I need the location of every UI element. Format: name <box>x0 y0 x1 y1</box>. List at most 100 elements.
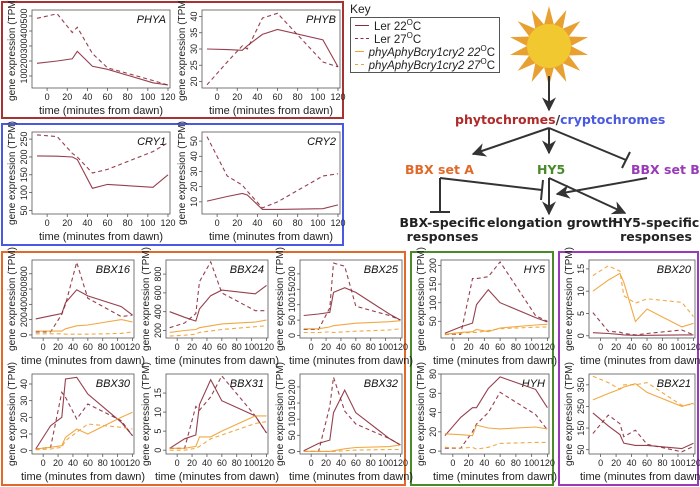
y-tick-label: 30 <box>189 166 199 176</box>
series-line-phyaphybcry1cry2-22c <box>592 272 694 328</box>
y-tick-label: 100 <box>19 68 29 83</box>
x-axis-label: time (minutes from dawn) <box>155 355 279 367</box>
y-tick-label: 40 <box>19 379 29 389</box>
x-axis-label: time (minutes from dawn) <box>39 105 163 117</box>
y-tick-label: 10 <box>576 286 586 296</box>
y-tick-label: 0 <box>576 333 586 338</box>
y-axis-label: gene expression (TPM) <box>275 247 286 351</box>
x-tick-label: 120 <box>686 342 700 352</box>
elongation-growth-label: elongation growth <box>487 215 617 230</box>
y-axis-label: gene expression (TPM) <box>7 121 18 225</box>
x-tick-label: 60 <box>642 458 652 468</box>
plot-area <box>440 259 550 339</box>
x-tick-label: 60 <box>495 342 505 352</box>
x-axis-label: time (minutes from dawn) <box>289 471 413 483</box>
x-tick-label: 100 <box>378 458 393 468</box>
x-tick-label: 60 <box>83 458 93 468</box>
y-tick-label: 200 <box>19 312 29 327</box>
x-axis-label: time (minutes from dawn) <box>209 231 333 243</box>
sun-icon <box>510 6 588 86</box>
x-tick-label: 0 <box>450 458 455 468</box>
y-tick-label: 100 <box>428 295 438 310</box>
legend: Key Ler 22OC Ler 27OC phyAphyBcry1cry2 22O… <box>350 2 500 73</box>
y-tick-label: 150 <box>428 277 438 292</box>
x-tick-label: 80 <box>232 458 242 468</box>
series-line-phyaphybcry1cry2-27c <box>303 448 401 452</box>
x-tick-label: 0 <box>41 342 46 352</box>
y-tick-label: 40 <box>428 408 438 418</box>
y-tick-label: 300 <box>19 38 29 53</box>
series-line-phyaphybcry1cry2-27c <box>592 375 694 406</box>
bbx-set-a-label: BBX set A <box>405 162 474 177</box>
x-tick-label: 100 <box>310 218 325 228</box>
x-tick-label: 100 <box>310 92 325 102</box>
x-tick-label: 120 <box>686 458 700 468</box>
y-tick-label: 80 <box>428 369 438 379</box>
series-line-ler-22c <box>206 192 339 210</box>
chart-title: BBX20 <box>657 264 692 276</box>
x-tick-label: 100 <box>670 342 685 352</box>
series-line-phyaphybcry1cry2-22c <box>169 319 267 333</box>
x-tick-label: 80 <box>123 92 133 102</box>
chart-title: CRY2 <box>307 136 336 148</box>
x-tick-label: 20 <box>53 458 63 468</box>
chart-bbx20: 0 20 40 60 80 100 120 0 5 10 15 time (minutes from … <box>564 247 700 367</box>
y-tick-label: 100 <box>287 297 297 312</box>
x-tick-label: 100 <box>140 218 155 228</box>
x-tick-label: 100 <box>244 458 259 468</box>
y-tick-label: 40 <box>189 151 199 161</box>
y-tick-label: 400 <box>153 304 163 319</box>
series-line-ler-22c <box>444 376 548 437</box>
x-tick-label: 120 <box>393 342 408 352</box>
y-axis-label: gene expression (TPM) <box>7 247 18 351</box>
x-axis-label: time (minutes from dawn) <box>580 355 700 367</box>
y-tick-label: 10 <box>189 197 199 207</box>
legend-title: Key <box>350 2 371 16</box>
bbx-a-inhibits-elongation <box>439 177 543 191</box>
x-tick-label: 40 <box>68 458 78 468</box>
series-line-ler-27c <box>35 390 133 450</box>
y-tick-label: 20 <box>189 182 199 192</box>
x-tick-label: 100 <box>670 458 685 468</box>
y-tick-label: 150 <box>287 282 297 297</box>
series-line-phyaphybcry1cry2-27c <box>35 423 133 451</box>
y-axis-label: gene expression (TPM) <box>7 0 18 101</box>
x-tick-label: 20 <box>464 458 474 468</box>
y-axis-label: gene expression (TPM) <box>7 362 18 466</box>
phytochromes-label: phytochromes <box>455 112 556 127</box>
plot-area <box>440 373 550 455</box>
series-line-phyaphybcry1cry2-22c <box>35 319 133 332</box>
series-line-phyaphybcry1cry2-27c <box>303 328 401 334</box>
x-tick-label: 120 <box>540 342 555 352</box>
x-tick-label: 40 <box>479 458 489 468</box>
x-tick-label: 0 <box>309 458 314 468</box>
y-tick-label: 800 <box>153 267 163 282</box>
chart-title: BBX31 <box>230 378 264 390</box>
legend-label: phyAphyBcry1cry2 22OC <box>368 44 495 59</box>
y-tick-label: 60 <box>428 388 438 398</box>
x-axis-label: time (minutes from dawn) <box>155 471 279 483</box>
legend-label: phyAphyBcry1cry2 27OC <box>368 57 495 72</box>
series-line-ler-27c <box>36 134 169 174</box>
hy5-panel-frame <box>410 251 554 486</box>
hy5-to-hy5-specific-arrow <box>548 177 627 215</box>
y-tick-label: 0 <box>19 448 29 453</box>
legend-entry: phyAphyBcry1cry2 22OC <box>355 44 495 59</box>
series-line-ler-22c <box>303 287 401 321</box>
y-tick-label: 250 <box>19 132 29 147</box>
x-tick-label: 80 <box>657 458 667 468</box>
series-line-phyaphybcry1cry2-27c <box>444 441 548 450</box>
y-tick-label: 15 <box>576 264 586 274</box>
bbx-set-a-panel-frame <box>1 251 406 486</box>
plot-area <box>31 373 135 455</box>
series-line-ler-27c <box>303 377 401 452</box>
bbx-set-b-panel-frame <box>558 251 699 486</box>
series-line-ler-22c <box>206 28 339 68</box>
x-tick-label: 0 <box>450 342 455 352</box>
y-tick-label: 200 <box>287 266 297 281</box>
inhibition-bar <box>621 151 631 169</box>
chart-title: PHYB <box>306 14 336 26</box>
x-tick-label: 40 <box>479 342 489 352</box>
y-tick-label: 200 <box>287 379 297 394</box>
y-axis-label: gene expression (TPM) <box>141 247 152 351</box>
